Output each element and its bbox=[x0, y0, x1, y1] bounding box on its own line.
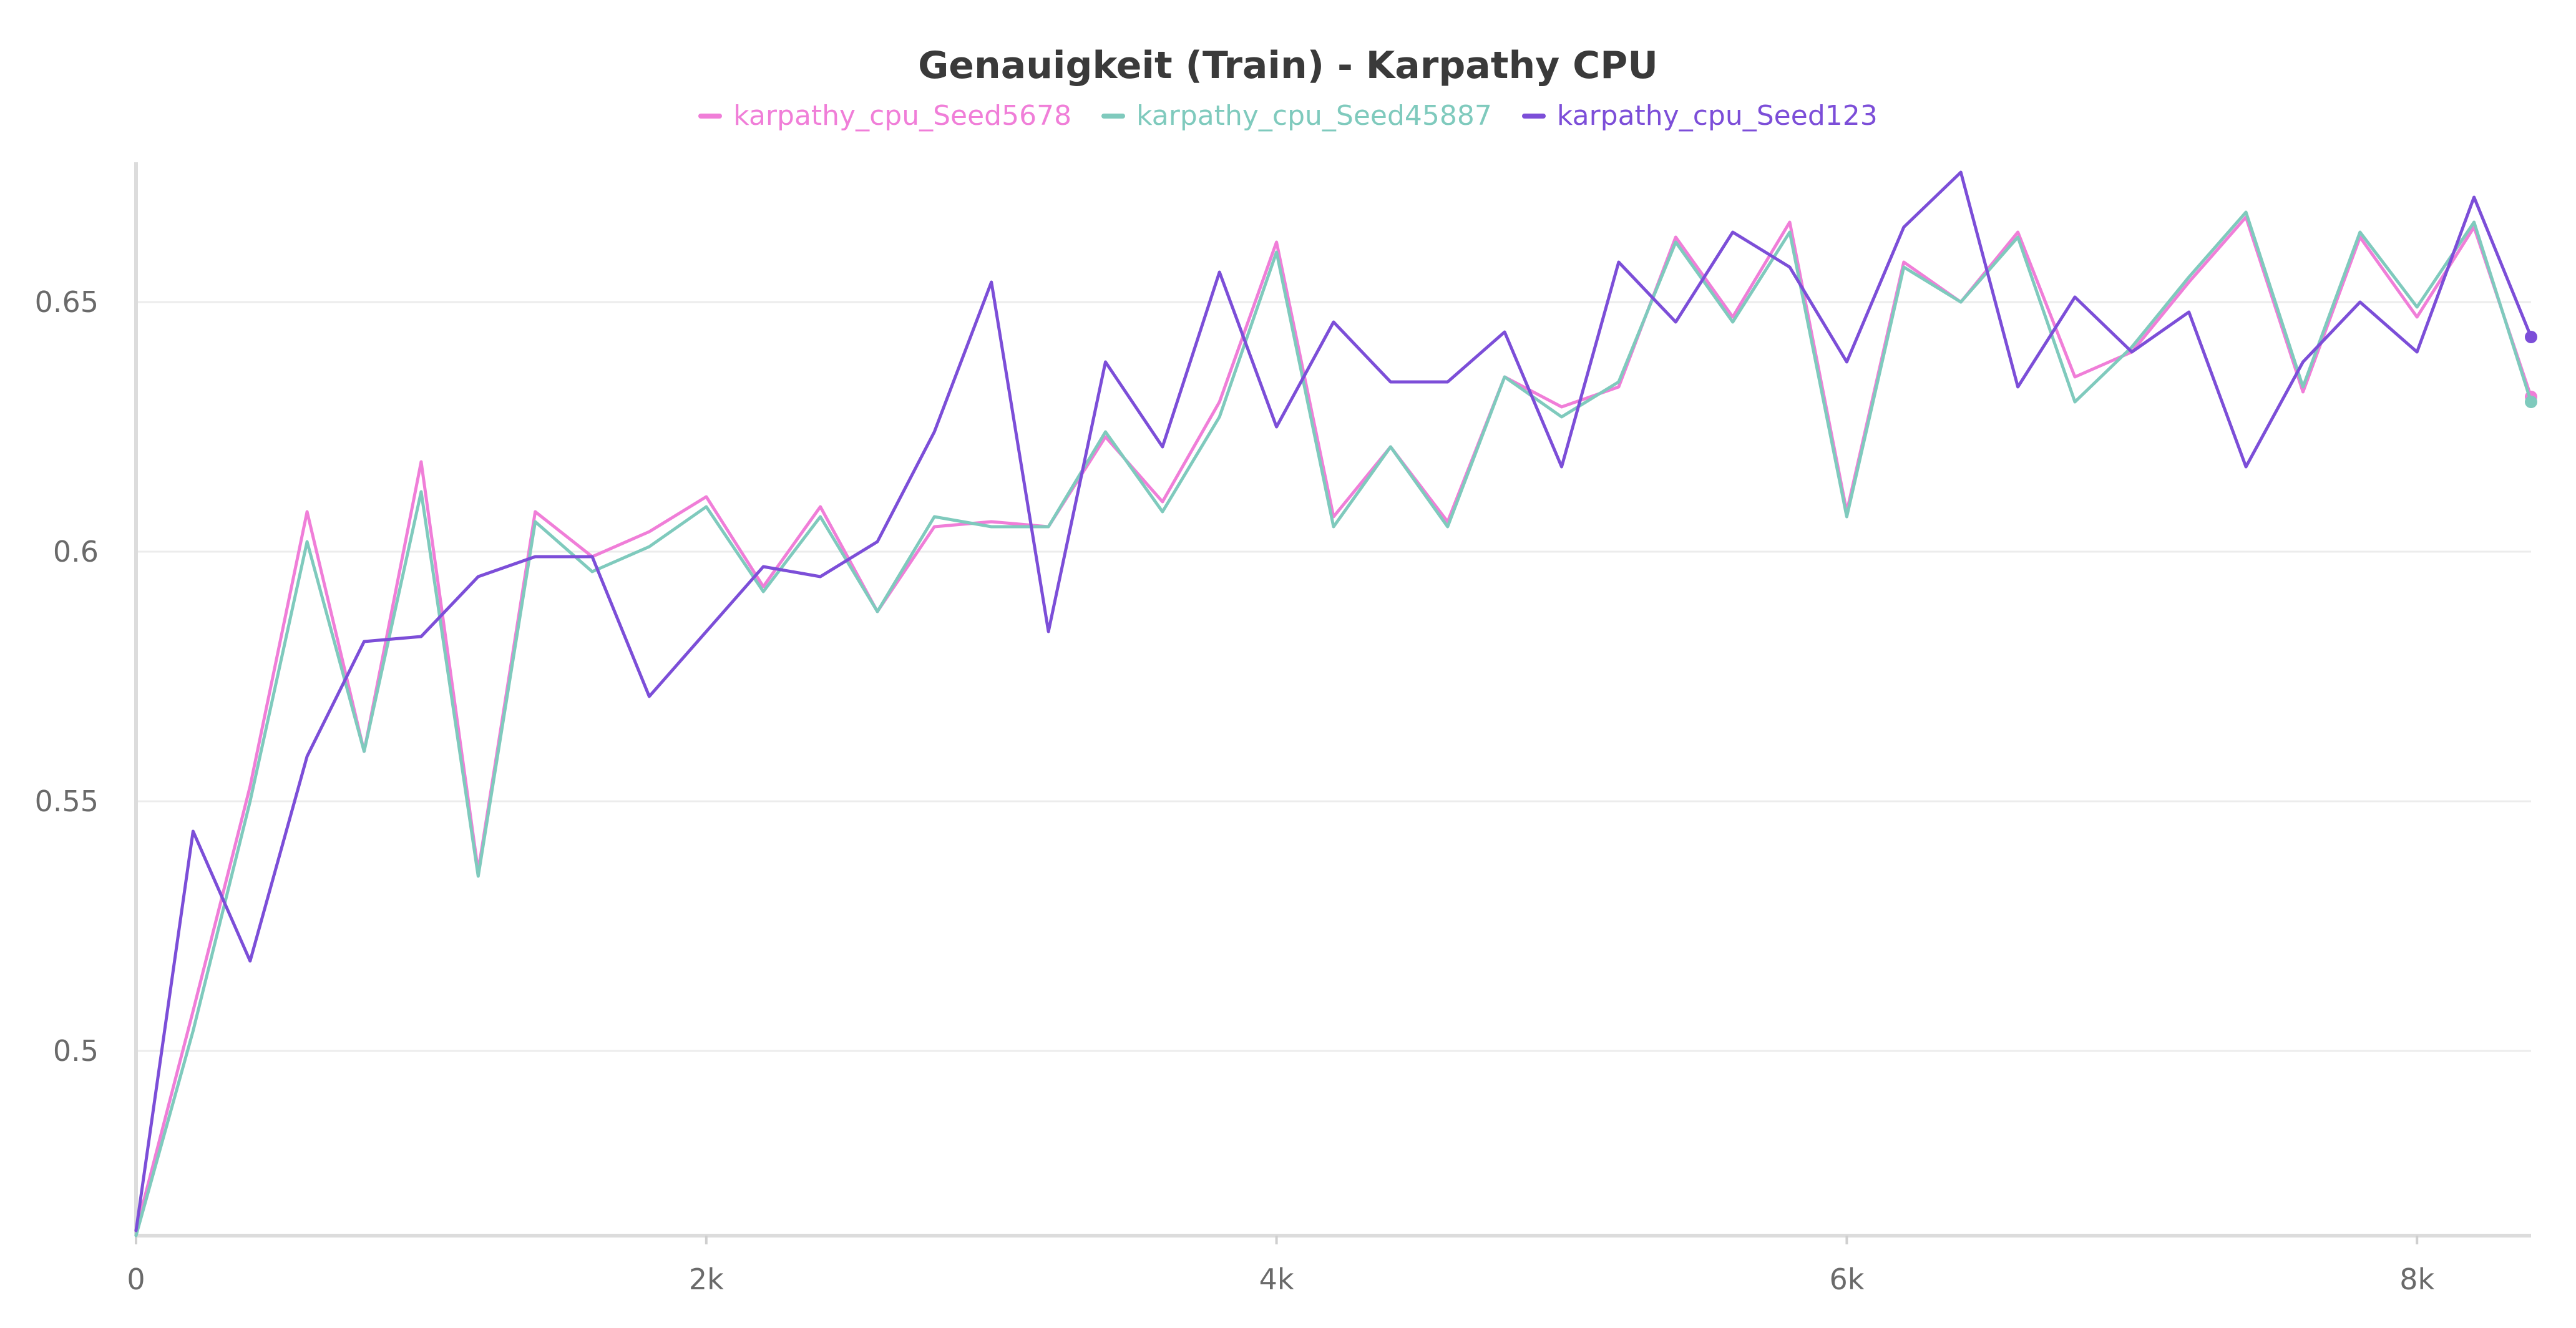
series-lines bbox=[134, 170, 2537, 1238]
chart-title: Genauigkeit (Train) - Karpathy CPU bbox=[918, 44, 1658, 87]
y-tick-label: 0.6 bbox=[53, 535, 99, 569]
legend-label-seed5678: karpathy_cpu_Seed5678 bbox=[733, 100, 1072, 132]
series-endpoint-karpathy-cpu-seed45887[interactable] bbox=[2525, 396, 2537, 408]
y-tick-label: 0.65 bbox=[35, 285, 99, 319]
gridlines bbox=[136, 301, 2531, 1052]
x-tick-label: 8k bbox=[2399, 1262, 2434, 1296]
axes bbox=[134, 162, 2531, 1244]
x-tick-label: 4k bbox=[1259, 1262, 1294, 1296]
chart-legend: karpathy_cpu_Seed5678 karpathy_cpu_Seed4… bbox=[0, 100, 2576, 132]
legend-swatch-seed123 bbox=[1521, 113, 1546, 119]
x-tick-label: 2k bbox=[689, 1262, 724, 1296]
series-line-karpathy-cpu-seed5678[interactable] bbox=[134, 215, 2533, 1233]
legend-label-seed123: karpathy_cpu_Seed123 bbox=[1556, 100, 1878, 132]
legend-item-seed123[interactable]: karpathy_cpu_Seed123 bbox=[1521, 100, 1878, 132]
y-tick-label: 0.5 bbox=[53, 1034, 99, 1068]
x-tick-label: 6k bbox=[1829, 1262, 1864, 1296]
x-tick-label: 0 bbox=[127, 1262, 145, 1296]
series-endpoint-karpathy-cpu-seed123[interactable] bbox=[2525, 331, 2537, 343]
y-tick-label: 0.55 bbox=[35, 784, 99, 818]
series-line-karpathy-cpu-seed123[interactable] bbox=[134, 170, 2533, 1233]
legend-swatch-seed45887 bbox=[1101, 113, 1126, 119]
legend-label-seed45887: karpathy_cpu_Seed45887 bbox=[1136, 100, 1492, 132]
legend-item-seed45887[interactable]: karpathy_cpu_Seed45887 bbox=[1101, 100, 1492, 132]
legend-item-seed5678[interactable]: karpathy_cpu_Seed5678 bbox=[698, 100, 1071, 132]
tick-labels: 0.5 0.55 0.6 0.65 0 2k 4k 6k 8k bbox=[35, 285, 2435, 1296]
series-line-karpathy-cpu-seed45887[interactable] bbox=[134, 210, 2533, 1238]
legend-swatch-seed5678 bbox=[698, 113, 723, 119]
